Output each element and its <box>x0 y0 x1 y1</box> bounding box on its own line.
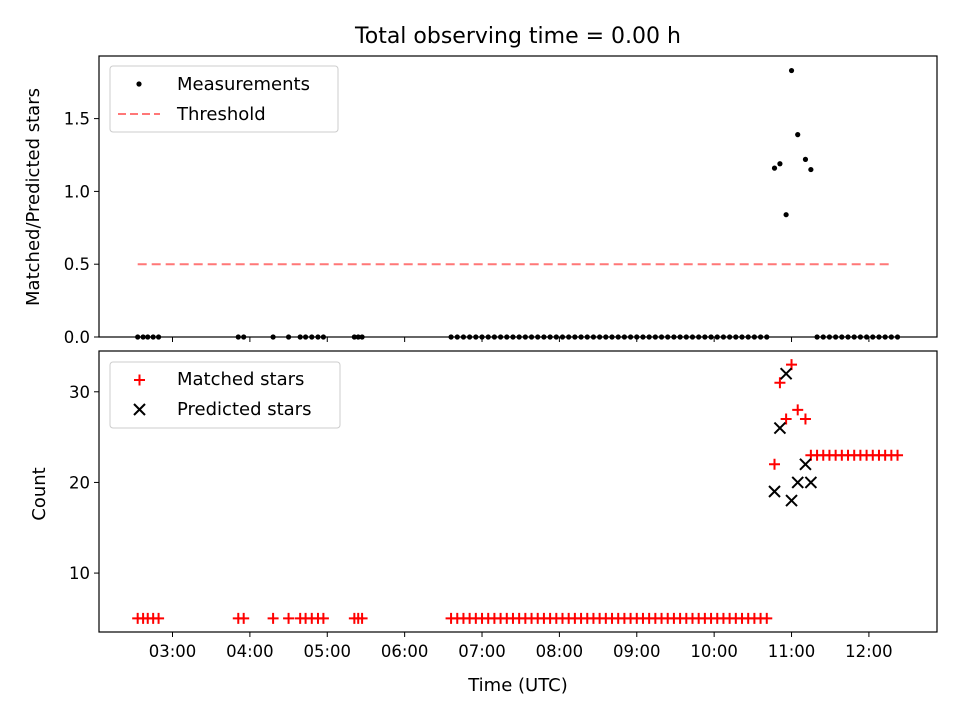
x-tick-label: 11:00 <box>768 642 816 661</box>
matched-star-point <box>774 377 786 389</box>
bottom-panel-ticks: 10 20 30 03:00 04:00 05:00 06:00 07:00 08:00 09:0… <box>69 383 893 661</box>
top-panel-frame <box>98 55 938 338</box>
matched-star-point <box>780 413 792 425</box>
measurement-point <box>783 212 789 218</box>
bottom-panel-marks <box>132 359 904 624</box>
legend-predicted-label: Predicted stars <box>177 399 311 420</box>
x-tick-label: 04:00 <box>226 642 274 661</box>
x-tick-label: 12:00 <box>845 642 893 661</box>
bottom-panel-frame <box>98 350 938 633</box>
measurement-point <box>795 132 801 138</box>
x-tick-label: 09:00 <box>613 642 661 661</box>
top-panel-ticks: 0.0 0.5 1.0 1.5 <box>64 110 870 347</box>
measurement-point <box>802 156 809 162</box>
y-tick-label: 0.5 <box>64 255 90 274</box>
matched-star-point <box>356 612 368 624</box>
predicted-star-point <box>804 476 818 489</box>
predicted-star-point <box>773 421 787 435</box>
matched-star-point <box>792 404 804 416</box>
x-axis-label: Time (UTC) <box>467 675 568 696</box>
measurement-point <box>771 165 778 171</box>
legend-measurements-label: Measurements <box>177 74 310 95</box>
measurement-point <box>808 166 814 173</box>
predicted-star-point <box>785 494 798 507</box>
legend-matched-label: Matched stars <box>177 369 304 390</box>
predicted-star-point <box>768 485 781 498</box>
y-tick-label: 1.5 <box>64 110 90 129</box>
x-tick-label: 10:00 <box>690 642 738 661</box>
matched-star-point <box>769 458 781 470</box>
legend-threshold-label: Threshold <box>176 104 266 125</box>
matched-star-point <box>283 612 295 624</box>
matched-star-point <box>761 612 773 624</box>
predicted-star-point <box>799 458 812 471</box>
y-tick-label: 0.0 <box>64 328 90 347</box>
matched-star-point <box>267 612 279 624</box>
measurement-point <box>788 67 795 74</box>
matched-star-point <box>892 449 904 461</box>
x-tick-label: 08:00 <box>536 642 584 661</box>
chart-title: Total observing time = 0.00 h <box>354 24 681 49</box>
legend-predicted-marker <box>133 403 146 416</box>
matched-star-point <box>799 413 811 425</box>
x-tick-label: 03:00 <box>149 642 197 661</box>
y-tick-label: 30 <box>69 383 90 402</box>
y-tick-label: 20 <box>69 473 90 492</box>
matched-star-point <box>238 612 250 624</box>
bottom-y-axis-label: Count <box>29 467 50 520</box>
x-tick-label: 06:00 <box>381 642 429 661</box>
legend-measurements-marker <box>136 81 142 87</box>
top-y-axis-label: Matched/Predicted stars <box>23 88 44 306</box>
top-legend: Measurements Threshold <box>109 65 339 133</box>
legend-matched-marker <box>134 374 145 386</box>
measurement-point <box>777 161 783 167</box>
predicted-star-point <box>791 476 804 489</box>
matched-star-point <box>153 612 165 624</box>
matched-star-point <box>317 612 329 624</box>
top-legend-box <box>109 65 339 133</box>
y-tick-label: 1.0 <box>64 182 90 201</box>
x-tick-label: 05:00 <box>303 642 351 661</box>
x-tick-label: 07:00 <box>458 642 506 661</box>
predicted-star-point <box>779 367 793 380</box>
y-tick-label: 10 <box>69 564 90 583</box>
bottom-legend-box <box>109 361 341 429</box>
bottom-legend: Matched stars Predicted stars <box>109 361 341 429</box>
